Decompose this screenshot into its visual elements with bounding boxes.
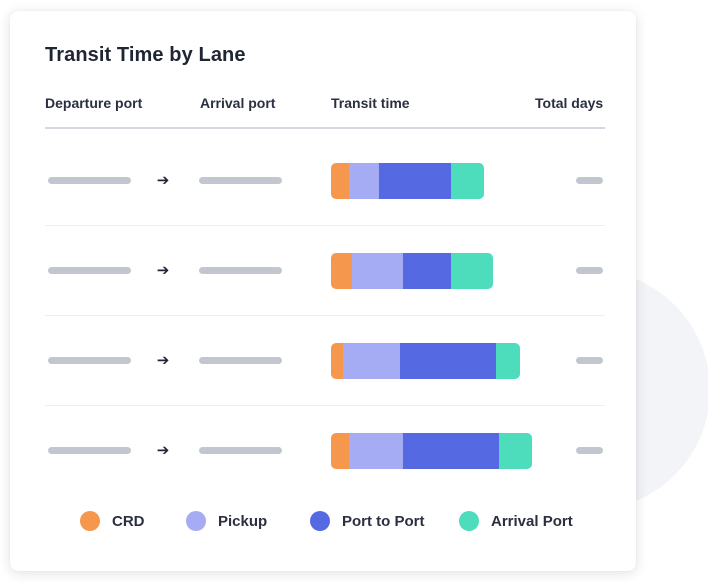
departure-port-placeholder: [48, 357, 131, 364]
bar-segment-crd: [331, 163, 349, 199]
bar-segment-pickup: [352, 253, 403, 289]
column-header-departure-port: Departure port: [45, 95, 143, 111]
transit-time-bar: [331, 253, 493, 289]
column-header-transit-time: Transit time: [331, 95, 410, 111]
departure-port-placeholder: [48, 447, 131, 454]
column-header-arrival-port: Arrival port: [200, 95, 276, 111]
column-header-total-days: Total days: [535, 95, 604, 111]
bar-segment-port-to-port: [400, 343, 496, 379]
lane-row: ➔: [45, 136, 605, 226]
bar-segment-arrival-port: [451, 253, 493, 289]
transit-time-bar: [331, 163, 484, 199]
lane-row: ➔: [45, 406, 605, 496]
arrival-port-placeholder: [199, 267, 282, 274]
legend-item-crd: CRD: [80, 511, 145, 531]
legend-label: Pickup: [218, 512, 268, 530]
bar-segment-port-to-port: [403, 433, 499, 469]
total-days-placeholder: [576, 357, 603, 364]
departure-port-placeholder: [48, 267, 131, 274]
total-days-placeholder: [576, 177, 603, 184]
legend-label: CRD: [112, 512, 145, 530]
row-divider: [45, 315, 605, 316]
total-days-placeholder: [576, 267, 603, 274]
transit-time-bar: [331, 343, 520, 379]
lane-row: ➔: [45, 316, 605, 406]
card-title: Transit Time by Lane: [45, 44, 246, 66]
legend-item-port-to-port: Port to Port: [310, 511, 425, 531]
bar-segment-pickup: [349, 163, 379, 199]
arrow-right-icon: ➔: [156, 262, 170, 279]
transit-time-bar: [331, 433, 532, 469]
bar-segment-crd: [331, 253, 352, 289]
legend-item-arrival-port: Arrival Port: [459, 511, 573, 531]
bar-segment-crd: [331, 433, 349, 469]
row-divider: [45, 225, 605, 226]
legend-label: Arrival Port: [491, 512, 573, 530]
lane-row: ➔: [45, 226, 605, 316]
row-divider: [45, 405, 605, 406]
bar-segment-crd: [331, 343, 343, 379]
arrival-port-placeholder: [199, 447, 282, 454]
arrow-right-icon: ➔: [156, 442, 170, 459]
legend-label: Port to Port: [342, 512, 425, 530]
legend-dot-icon: [186, 511, 206, 531]
arrival-port-placeholder: [199, 357, 282, 364]
header-divider: [45, 127, 605, 129]
arrival-port-placeholder: [199, 177, 282, 184]
bar-segment-arrival-port: [496, 343, 520, 379]
bar-segment-port-to-port: [403, 253, 451, 289]
legend-dot-icon: [310, 511, 330, 531]
bar-segment-pickup: [349, 433, 403, 469]
bar-segment-arrival-port: [451, 163, 484, 199]
arrow-right-icon: ➔: [156, 172, 170, 189]
legend-dot-icon: [80, 511, 100, 531]
total-days-placeholder: [576, 447, 603, 454]
legend-item-pickup: Pickup: [186, 511, 267, 531]
bar-segment-port-to-port: [379, 163, 451, 199]
transit-time-card: Transit Time by Lane Departure port Arri…: [10, 11, 636, 571]
legend-dot-icon: [459, 511, 479, 531]
bar-segment-pickup: [343, 343, 400, 379]
arrow-right-icon: ➔: [156, 352, 170, 369]
bar-segment-arrival-port: [499, 433, 532, 469]
departure-port-placeholder: [48, 177, 131, 184]
